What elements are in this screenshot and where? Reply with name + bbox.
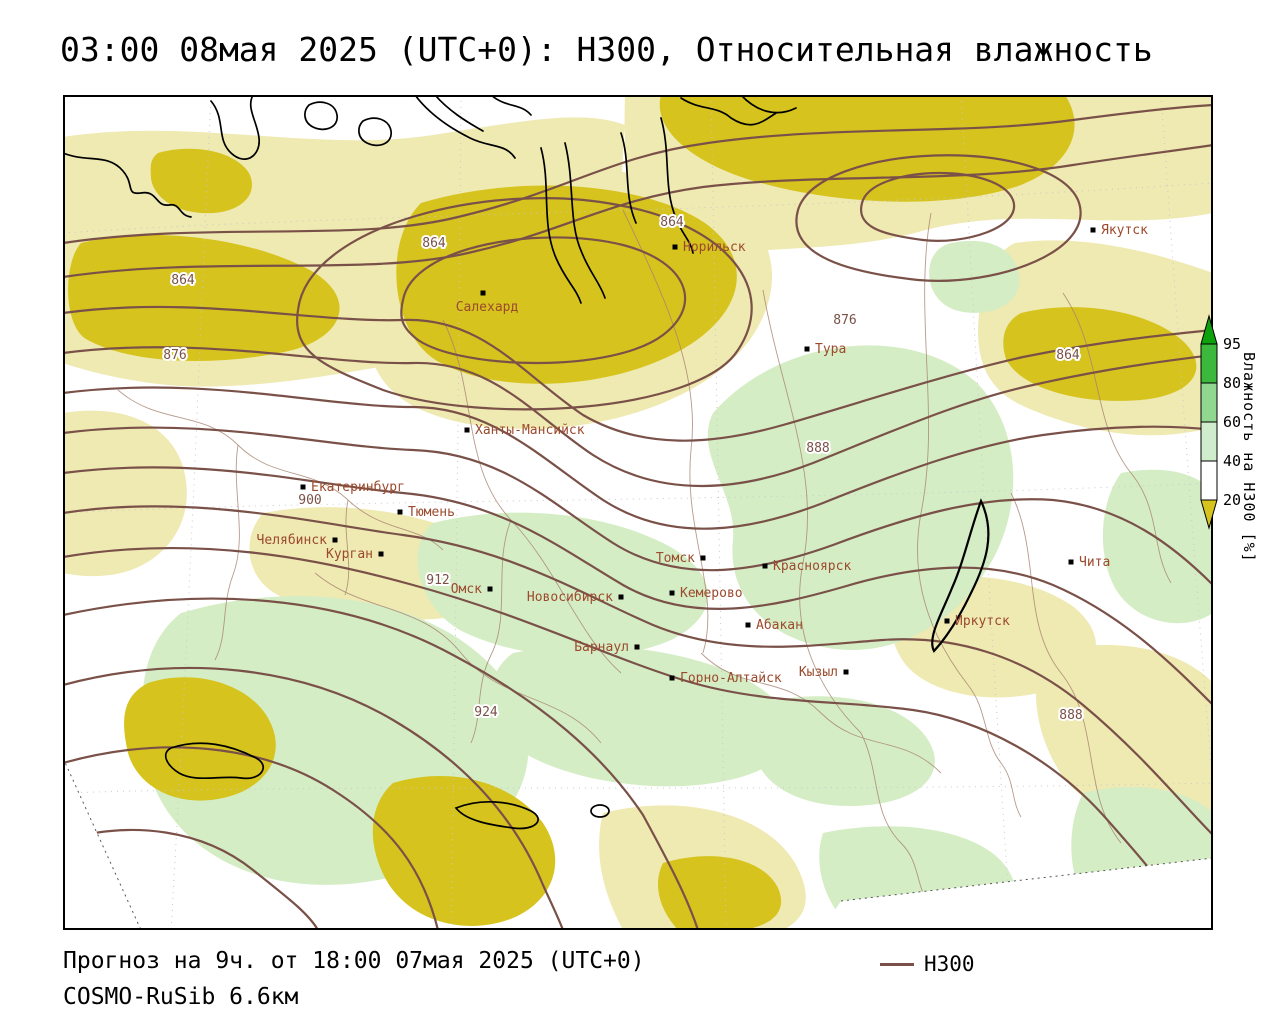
- model-info: COSMO-RuSib 6.6км: [63, 983, 299, 1010]
- city-dot: [843, 669, 849, 675]
- city-label: Екатеринбург: [311, 480, 405, 495]
- h300-label: H300: [924, 952, 975, 976]
- colorbar-arrow-up: [1200, 314, 1218, 345]
- contour-label: 876: [163, 348, 186, 363]
- city-label: Ханты-Мансийск: [475, 423, 585, 438]
- city-label: Новосибирск: [527, 590, 613, 605]
- legend-tick: 95: [1223, 335, 1241, 353]
- forecast-map: 864 864 864 864 876 876 888 888 900 912 924 Салеха…: [63, 95, 1213, 930]
- colorbar-seg-80-95: [1200, 343, 1218, 384]
- contour-label: 888: [1059, 708, 1082, 723]
- city-label: Барнаул: [574, 640, 629, 655]
- city-label: Кызыл: [799, 665, 838, 680]
- city-dot: [1068, 559, 1074, 565]
- contour-label: 864: [422, 236, 446, 251]
- colorbar-arrow-down: [1200, 499, 1218, 530]
- contour-label: 864: [660, 215, 684, 230]
- colorbar-seg-40-60: [1200, 421, 1218, 462]
- contour-label: 888: [806, 441, 829, 456]
- city-dot: [745, 622, 751, 628]
- city-dot: [487, 586, 493, 592]
- city-label: Курган: [326, 547, 373, 562]
- city-dot: [332, 537, 338, 543]
- city-label: Челябинск: [257, 533, 328, 548]
- city-dot: [300, 484, 306, 490]
- city-label: Норильск: [683, 240, 746, 255]
- height-contours: [63, 103, 1213, 930]
- city-dot: [669, 675, 675, 681]
- colorbar-ticks: 95 80 60 40 20: [1223, 335, 1241, 509]
- city-label: Омск: [451, 582, 482, 597]
- city-label: Красноярск: [773, 559, 851, 574]
- admin-boundaries: [117, 209, 1172, 908]
- contour-label: 876: [833, 313, 856, 328]
- legend-tick: 20: [1223, 491, 1241, 509]
- legend-title: Влажность на H300 [%]: [1240, 352, 1258, 563]
- city-dot: [464, 427, 470, 433]
- legend-tick: 80: [1223, 374, 1241, 392]
- city-dot: [700, 555, 706, 561]
- legend-tick: 60: [1223, 413, 1241, 431]
- contour-labels: 864 864 864 864 876 876 888 888 900 912 924: [161, 213, 1084, 725]
- city-dot: [378, 551, 384, 557]
- humidity-regions: [63, 95, 1213, 930]
- colorbar-seg-20-40: [1200, 460, 1218, 501]
- city-label: Чита: [1079, 555, 1110, 570]
- footer: Прогноз на 9ч. от 18:00 07мая 2025 (UTC+…: [63, 944, 645, 1015]
- city-label: Иркутск: [955, 614, 1010, 629]
- city-label: Кемерово: [680, 586, 743, 601]
- city-markers: Салехард Норильск Якутск Тура Ханты-Мансийск…: [257, 223, 1149, 686]
- city-dot: [480, 290, 486, 296]
- contour-label: 900: [298, 493, 321, 508]
- city-dot: [762, 563, 768, 569]
- graticule: [63, 95, 1213, 930]
- coastlines: [63, 95, 990, 830]
- h300-line-sample: [880, 962, 914, 966]
- contour-label: 924: [474, 705, 498, 720]
- city-label: Горно-Алтайск: [680, 671, 782, 686]
- legend-tick: 40: [1223, 452, 1241, 470]
- city-dot: [944, 618, 950, 624]
- contour-label: 864: [171, 273, 195, 288]
- city-dot: [634, 644, 640, 650]
- city-label: Тюмень: [408, 505, 455, 520]
- map-canvas: 864 864 864 864 876 876 888 888 900 912 924 Салеха…: [63, 95, 1213, 930]
- city-label: Якутск: [1101, 223, 1148, 238]
- humidity-colorbar: 95 80 60 40 20: [1200, 314, 1241, 530]
- contour-label: 912: [426, 573, 449, 588]
- humidity-legend: 95 80 60 40 20: [1193, 308, 1280, 543]
- city-label: Тура: [815, 342, 846, 357]
- colorbar-seg-60-80: [1200, 382, 1218, 423]
- h300-line-legend: H300: [880, 952, 975, 976]
- page-title: 03:00 08мая 2025 (UTC+0): H300, Относите…: [60, 30, 1153, 69]
- city-dot: [1090, 227, 1096, 233]
- contour-label: 864: [1056, 348, 1080, 363]
- city-dot: [397, 509, 403, 515]
- city-dot: [672, 244, 678, 250]
- city-dot: [618, 594, 624, 600]
- forecast-info: Прогноз на 9ч. от 18:00 07мая 2025 (UTC+…: [63, 948, 645, 974]
- city-dot: [669, 590, 675, 596]
- city-label: Томск: [656, 551, 695, 566]
- city-label: Салехард: [456, 300, 519, 315]
- domain-boundary: [63, 757, 1213, 930]
- city-dot: [804, 346, 810, 352]
- city-label: Абакан: [756, 618, 803, 633]
